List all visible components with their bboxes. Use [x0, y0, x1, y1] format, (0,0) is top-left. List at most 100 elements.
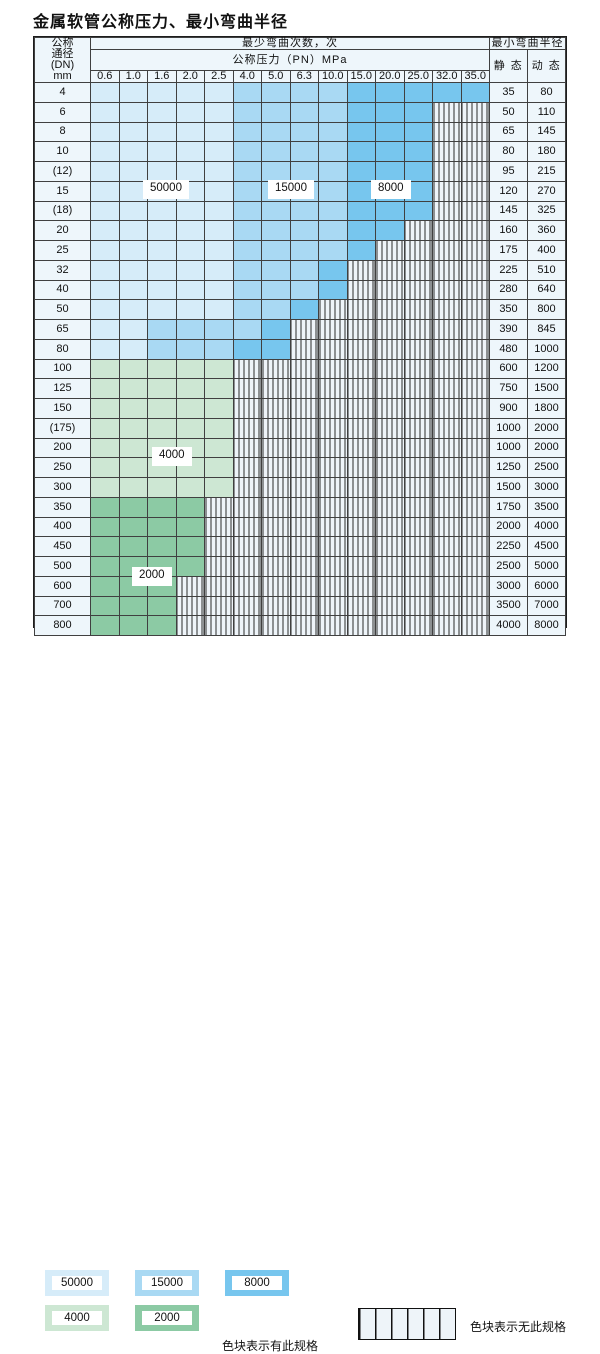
cell-available: [403, 200, 433, 222]
cell-available: [147, 378, 177, 399]
header-bend-count: 最少弯曲次数，次: [90, 37, 490, 50]
legend-swatch-label: 2000: [142, 1311, 192, 1325]
cell-unavailable: [460, 496, 490, 518]
cell-unavailable: [261, 595, 291, 617]
cell-available: [318, 259, 348, 281]
header-pressure-1.6: 1.6: [147, 70, 177, 83]
cell-unavailable: [403, 299, 433, 320]
cell-unavailable: [375, 299, 405, 320]
legend: 50000 15000 8000 4000 2000 色块表示有此规格 色块表示无此规格: [0, 633, 600, 1353]
cell-unavailable: [289, 477, 319, 498]
cell-available: [289, 240, 319, 261]
cell-available: [90, 417, 120, 439]
cell-available: [289, 82, 319, 103]
cell-available: [204, 141, 234, 162]
cell-dynamic-radius: 145: [527, 121, 566, 143]
cell-unavailable: [204, 556, 234, 577]
cell-unavailable: [289, 575, 319, 597]
cell-unavailable: [432, 358, 462, 380]
cell-unavailable: [460, 575, 490, 597]
cell-unavailable: [432, 615, 462, 636]
cell-available: [147, 417, 177, 439]
cell-unavailable: [432, 437, 462, 459]
cell-unavailable: [289, 615, 319, 636]
cell-available: [460, 82, 490, 103]
cell-unavailable: [432, 319, 462, 340]
cell-static-radius: 2500: [489, 556, 528, 577]
cell-available: [147, 595, 177, 617]
cell-available: [118, 259, 148, 281]
cell-available: [175, 161, 205, 182]
cell-available: [375, 101, 405, 123]
cell-available: [318, 141, 348, 162]
cell-available: [90, 319, 120, 340]
header-dn-line-2: (DN): [50, 59, 75, 71]
cell-unavailable: [460, 516, 490, 538]
cell-unavailable: [432, 496, 462, 518]
cell-available: [232, 220, 262, 241]
cell-unavailable: [460, 121, 490, 143]
cell-available: [175, 141, 205, 162]
cell-available: [175, 378, 205, 399]
cell-available: [232, 82, 262, 103]
header-static: 静 态: [489, 49, 528, 83]
cell-unavailable: [346, 398, 376, 419]
cell-dynamic-radius: 1000: [527, 338, 566, 360]
cell-available: [175, 319, 205, 340]
cell-unavailable: [460, 477, 490, 498]
cell-dynamic-radius: 2000: [527, 417, 566, 439]
cell-available: [232, 319, 262, 340]
cell-unavailable: [232, 496, 262, 518]
cell-static-radius: 280: [489, 279, 528, 301]
cell-available: [90, 101, 120, 123]
cell-unavailable: [403, 240, 433, 261]
cell-unavailable: [346, 259, 376, 281]
cell-unavailable: [289, 417, 319, 439]
table-row: 6 50 110: [34, 101, 566, 123]
cell-dynamic-radius: 270: [527, 180, 566, 202]
cell-unavailable: [204, 496, 234, 518]
header-dn-line-1: 通径: [51, 48, 74, 60]
cell-dynamic-radius: 845: [527, 319, 566, 340]
cell-unavailable: [318, 358, 348, 380]
cell-available: [204, 299, 234, 320]
cell-unavailable: [232, 358, 262, 380]
spec-table: 公称 通径 (DN) mm 最少弯曲次数，次 最小弯曲半径 公称压力（PN）MP…: [34, 37, 566, 636]
cell-available: [90, 516, 120, 538]
header-dynamic: 动 态: [527, 49, 566, 83]
cell-available: [403, 121, 433, 143]
cell-unavailable: [375, 259, 405, 281]
cell-available: [204, 259, 234, 281]
cell-unavailable: [346, 338, 376, 360]
cell-available: [90, 141, 120, 162]
cell-dynamic-radius: 2000: [527, 437, 566, 459]
cell-unavailable: [403, 338, 433, 360]
cell-available: [204, 101, 234, 123]
cell-unavailable: [432, 398, 462, 419]
cell-unavailable: [261, 358, 291, 380]
cell-available: [147, 299, 177, 320]
cell-unavailable: [204, 536, 234, 557]
cell-unavailable: [318, 457, 348, 478]
cell-available: [318, 279, 348, 301]
cell-unavailable: [375, 615, 405, 636]
cell-static-radius: 65: [489, 121, 528, 143]
table-row: 40 280 640: [34, 279, 566, 301]
table-row: (12) 95 215: [34, 161, 566, 182]
cell-unavailable: [403, 457, 433, 478]
cell-static-radius: 350: [489, 299, 528, 320]
cell-unavailable: [318, 556, 348, 577]
cell-available: [346, 101, 376, 123]
page-title: 金属软管公称压力、最小弯曲半径: [33, 14, 289, 31]
cell-unavailable: [403, 319, 433, 340]
cell-unavailable: [232, 615, 262, 636]
table-row: 300 1500 3000: [34, 477, 566, 498]
table-row: 150 900 1800: [34, 398, 566, 419]
cell-unavailable: [318, 417, 348, 439]
table-row: 65 390 845: [34, 319, 566, 340]
cell-unavailable: [204, 516, 234, 538]
cell-unavailable: [318, 536, 348, 557]
cell-unavailable: [346, 417, 376, 439]
cell-unavailable: [261, 398, 291, 419]
cell-unavailable: [289, 556, 319, 577]
